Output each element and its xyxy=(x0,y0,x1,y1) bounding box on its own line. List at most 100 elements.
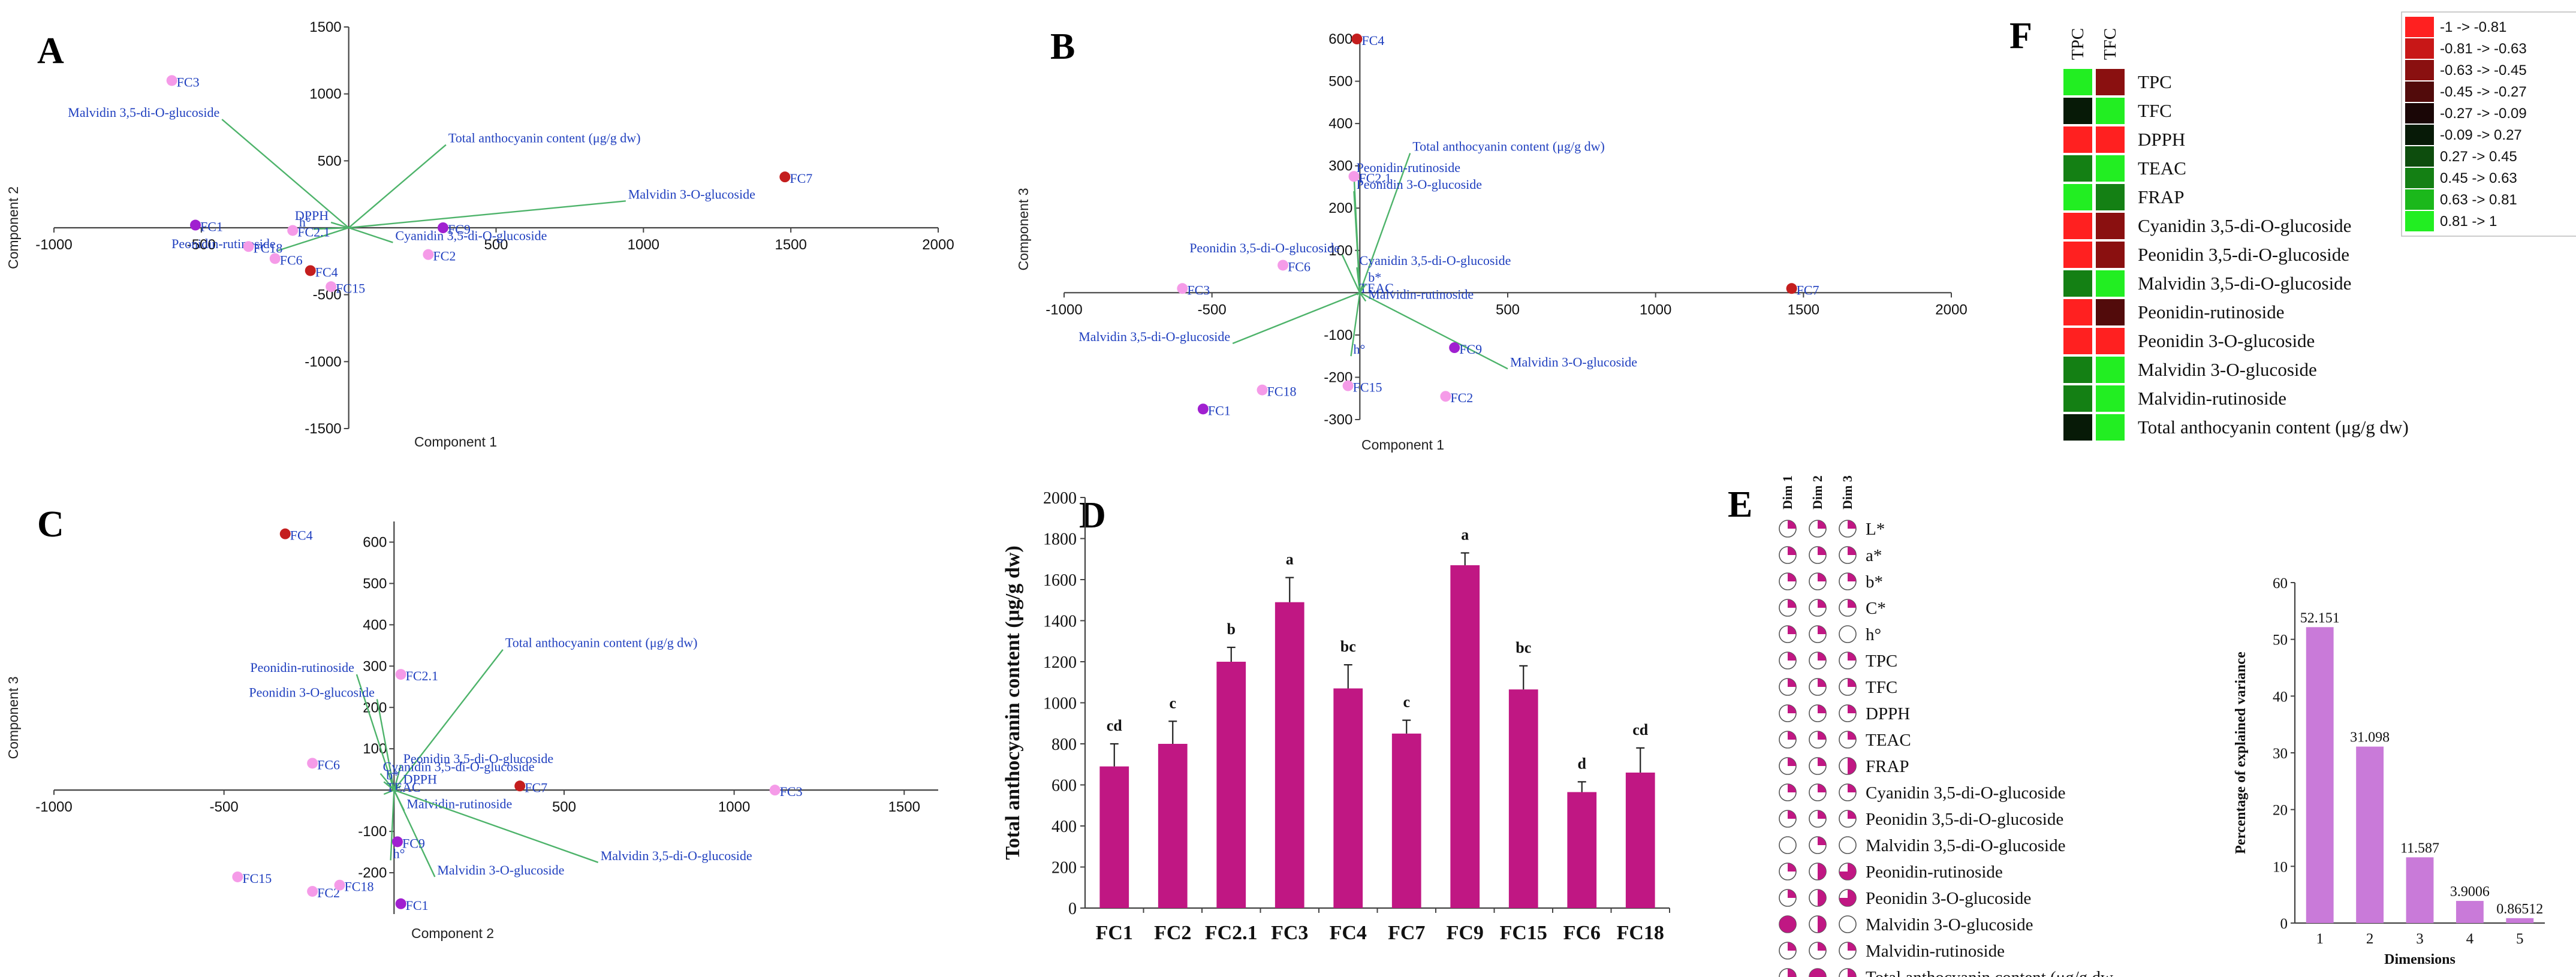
y-tick-label: 200 xyxy=(1328,200,1352,216)
variable-vector xyxy=(1341,254,1361,293)
y-axis-title: Component 2 xyxy=(5,186,21,269)
y-axis-title: Component 3 xyxy=(1016,188,1031,270)
observation-point xyxy=(438,222,448,233)
observation-point xyxy=(1278,260,1289,271)
contribution-fill xyxy=(1848,942,1856,951)
x-tick-label: 3 xyxy=(2416,931,2424,947)
y-tick-label: 10 xyxy=(2273,859,2288,875)
x-tick-label: 1000 xyxy=(628,237,659,253)
y-tick-label: 40 xyxy=(2273,689,2288,705)
legend-swatch xyxy=(2405,103,2434,123)
group-letter: c xyxy=(1403,693,1410,711)
contribution-fill xyxy=(1788,784,1796,792)
contribution-fill xyxy=(1818,679,1826,687)
observation-label: FC6 xyxy=(317,757,340,772)
legend-swatch xyxy=(2405,82,2434,102)
contribution-fill xyxy=(1848,679,1856,687)
variable-label: Malvidin 3-O-glucoside xyxy=(437,863,564,878)
variable-label: Peonidin 3,5-di-O-glucoside xyxy=(1866,810,2063,829)
y-tick-label: 400 xyxy=(1052,818,1077,836)
variable-label: DPPH xyxy=(1866,704,1910,723)
group-letter: d xyxy=(1578,755,1587,772)
variable-label: Total anthocyanin content (μg/g dw) xyxy=(448,131,641,146)
heatmap-cell xyxy=(2096,414,2125,441)
legend-frame xyxy=(2401,11,2576,237)
legend-swatch xyxy=(2405,146,2434,167)
contribution-fill xyxy=(1788,520,1796,529)
panel-letter-c: C xyxy=(37,504,64,545)
variable-label: Malvidin-rutinoside xyxy=(406,797,512,812)
variance-bar xyxy=(2356,746,2384,923)
contribution-fill xyxy=(1818,652,1826,661)
variable-vector xyxy=(393,789,436,878)
observation-label: FC2.1 xyxy=(1358,170,1391,185)
legend-swatch xyxy=(2405,17,2434,37)
variable-vector xyxy=(1350,293,1361,357)
variable-label: DPPH xyxy=(295,208,329,223)
variable-label: Total anthocyanin content (μg/g dw) xyxy=(505,635,698,650)
heatmap-row-label: Total anthocyanin content (μg/g dw) xyxy=(2138,417,2409,438)
heatmap-cell xyxy=(2096,184,2125,210)
heatmap-panel-f: TPC TFC TPC TFC DPPH TEAC FRAP Cyanidin 3,5-di-… xyxy=(2063,11,2576,441)
bar xyxy=(1099,766,1129,908)
observation-label: FC9 xyxy=(402,836,425,851)
contribution-fill xyxy=(1818,758,1826,766)
variable-label: Peonidin 3-O-glucoside xyxy=(1356,177,1482,192)
variable-label: DPPH xyxy=(403,771,437,786)
legend-swatch xyxy=(2405,211,2434,231)
y-tick-label: 20 xyxy=(2273,803,2288,819)
x-tick-label: -500 xyxy=(1198,301,1227,318)
variable-vector xyxy=(278,227,350,252)
variable-vector xyxy=(1232,292,1360,345)
variable-vector xyxy=(1359,153,1411,293)
variable-vector xyxy=(1356,267,1361,293)
panel-letter-a: A xyxy=(37,31,64,71)
contribution-fill xyxy=(1839,863,1856,880)
observation-point xyxy=(423,249,434,260)
observation-point xyxy=(232,871,243,882)
x-tick-label: 2000 xyxy=(1935,301,1967,318)
category-label: FC4 xyxy=(1330,922,1367,944)
variable-label: TEAC xyxy=(386,780,420,795)
variable-label: Malvidin 3,5-di-O-glucoside xyxy=(1078,329,1230,344)
contribution-fill xyxy=(1839,969,1856,977)
variable-label: Peonidin 3,5-di-O-glucoside xyxy=(1189,240,1340,255)
observation-point xyxy=(1449,342,1460,354)
variable-label: Malvidin-rutinoside xyxy=(1368,287,1474,301)
legend-label: -0.09 -> 0.27 xyxy=(2440,127,2522,143)
observation-point xyxy=(395,898,406,909)
x-tick-label: 5 xyxy=(2516,931,2524,947)
contribution-fill xyxy=(1818,810,1826,819)
contribution-fill xyxy=(1788,573,1796,581)
y-tick-label: 300 xyxy=(363,658,387,674)
observation-point xyxy=(1257,384,1268,396)
x-tick-label: -500 xyxy=(210,799,239,815)
contribution-circle xyxy=(1839,625,1857,643)
observation-label: FC1 xyxy=(200,219,223,234)
observation-point xyxy=(279,528,291,539)
variable-label: h° xyxy=(299,215,311,230)
heatmap-cell xyxy=(2096,299,2125,325)
contribution-fill xyxy=(1809,969,1826,977)
panel-letter-f: F xyxy=(2009,16,2032,56)
variable-vector xyxy=(393,649,504,791)
contribution-fill xyxy=(1779,969,1796,977)
contribution-fill xyxy=(1788,758,1796,766)
variable-label: b* xyxy=(1866,572,1883,592)
x-tick-label: 1500 xyxy=(775,237,806,253)
y-tick-label: 1400 xyxy=(1043,613,1077,631)
observation-point xyxy=(1786,283,1797,294)
biplot-panel-b: -1000 -500 500 1000 1500 2000-300-200-1001002… xyxy=(1016,31,1968,453)
observation-label: FC1 xyxy=(1208,403,1231,418)
observation-label: FC9 xyxy=(1459,342,1482,357)
bar xyxy=(1508,689,1538,908)
x-axis-title: Component 1 xyxy=(1361,437,1444,453)
heatmap-column-label: TPC xyxy=(2068,28,2087,60)
variable-label: FRAP xyxy=(1866,757,1909,776)
contribution-fill xyxy=(1788,679,1796,687)
observation-point xyxy=(1197,403,1209,415)
contribution-circle xyxy=(1779,836,1797,854)
contribution-fill xyxy=(1779,916,1796,933)
category-label: FC3 xyxy=(1271,922,1308,944)
